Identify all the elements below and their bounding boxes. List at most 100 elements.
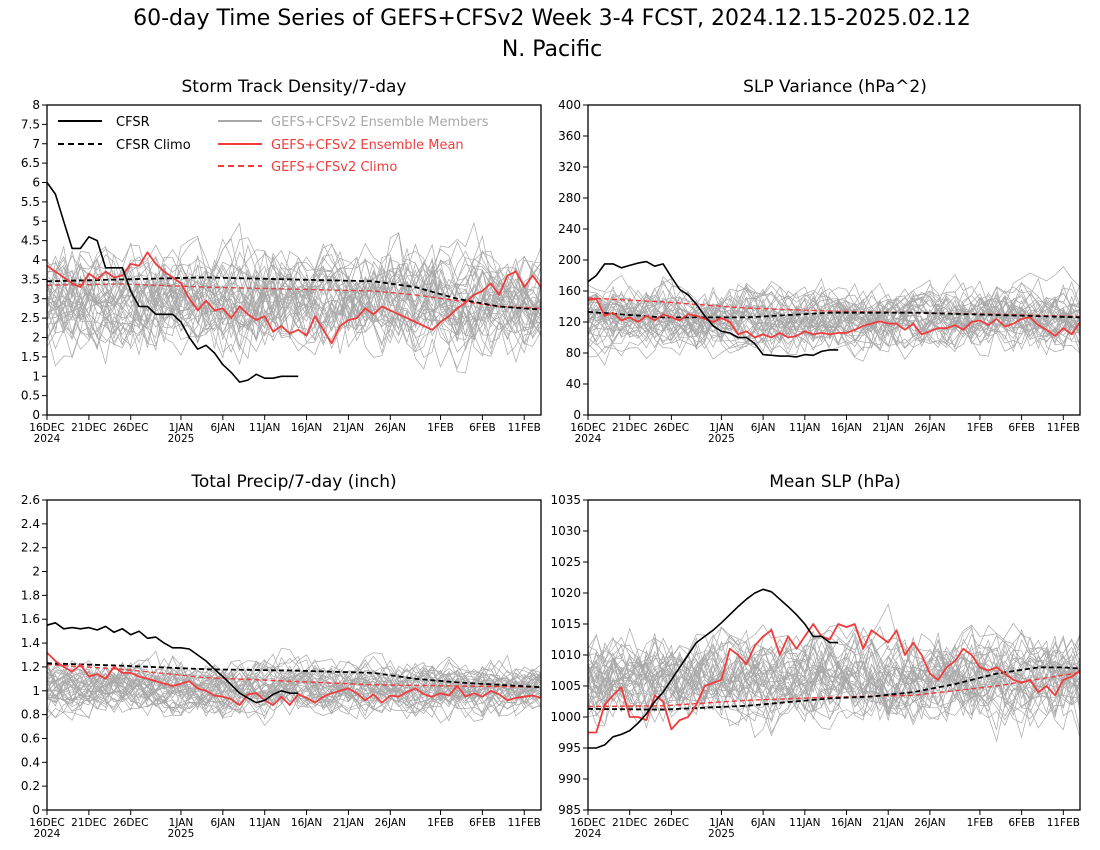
x-tick-label: 21DEC: [612, 422, 647, 434]
ensemble-member-line: [46, 662, 542, 719]
ensemble-member-line: [46, 658, 542, 719]
y-tick-label: 1030: [550, 524, 581, 538]
y-tick-label: 4.5: [21, 234, 40, 248]
ensemble-member-line: [46, 274, 542, 328]
y-tick-label: 0.6: [21, 731, 40, 745]
ensemble-member-line: [46, 267, 542, 350]
series-ens-mean: [587, 297, 1081, 339]
ensemble-member-line: [587, 266, 1081, 353]
ensemble-member-line: [46, 272, 542, 367]
ensemble-member-line: [46, 232, 542, 345]
y-tick-label: 5.5: [21, 195, 40, 209]
ensemble-members: [46, 221, 542, 374]
ensemble-member-line: [587, 288, 1081, 357]
x-tick-label: 21JAN: [873, 422, 904, 434]
y-tick-label: 4: [32, 253, 40, 267]
ensemble-member-line: [587, 291, 1081, 346]
ensemble-member-line: [46, 260, 542, 337]
x-tick-label: 21DEC: [71, 817, 106, 829]
panel-title: Mean SLP (hPa): [769, 472, 901, 492]
x-tick-label: 11JAN: [249, 422, 280, 434]
y-tick-label: 1000: [550, 710, 581, 724]
ensemble-member-line: [587, 636, 1081, 731]
y-tick-label: 1015: [550, 617, 581, 631]
y-tick-label: 0.5: [21, 389, 40, 403]
x-tick-label: 6FEB: [469, 422, 496, 434]
y-tick-label: 120: [558, 315, 581, 329]
y-tick-label: 1005: [550, 679, 581, 693]
ensemble-member-line: [46, 221, 542, 337]
legend-label-cfsr: CFSR: [116, 115, 150, 130]
legend-label-members: GEFS+CFSv2 Ensemble Members: [271, 115, 489, 130]
x-tick-label: 26DEC: [113, 422, 148, 434]
ensemble-member-line: [587, 603, 1081, 719]
y-tick-label: 0.2: [21, 779, 40, 793]
ensemble-member-line: [46, 656, 542, 715]
ensemble-member-line: [46, 254, 542, 347]
series-ens-mean: [46, 251, 542, 345]
x-tick-label: 6JAN: [751, 422, 776, 434]
panel-title: Storm Track Density/7-day: [182, 77, 407, 97]
y-tick-label: 80: [566, 346, 581, 360]
x-tick-label: 16DEC: [570, 422, 605, 434]
ensemble-member-line: [587, 285, 1081, 356]
x-tick-label: 6FEB: [1008, 422, 1035, 434]
legend-label-cfsr-climo: CFSR Climo: [116, 138, 191, 153]
x-tick-label: 16JAN: [291, 817, 322, 829]
y-tick-label: 1.8: [21, 588, 40, 602]
y-tick-label: 2.4: [21, 517, 40, 531]
x-tick-label: 1JAN: [169, 422, 194, 434]
x-tick-label: 16DEC: [29, 422, 64, 434]
y-tick-label: 8: [32, 98, 40, 112]
ensemble-member-line: [46, 658, 542, 708]
x-tick-year-label: 2024: [34, 828, 61, 840]
ensemble-member-line: [587, 286, 1081, 353]
x-tick-label: 1FEB: [967, 422, 994, 434]
x-tick-label: 6FEB: [469, 817, 496, 829]
y-tick-label: 2.2: [21, 541, 40, 555]
ensemble-member-line: [46, 655, 542, 714]
x-tick-label: 11FEB: [1047, 817, 1080, 829]
y-tick-label: 360: [558, 129, 581, 143]
y-tick-label: 0: [32, 408, 40, 422]
x-tick-label: 16DEC: [570, 817, 605, 829]
y-tick-label: 160: [558, 284, 581, 298]
y-tick-label: 7: [32, 137, 40, 151]
ensemble-member-line: [46, 657, 542, 719]
ensemble-member-line: [587, 632, 1081, 724]
ensemble-members: [46, 647, 542, 726]
ensemble-member-line: [587, 634, 1081, 726]
ensemble-member-line: [46, 247, 542, 337]
ensemble-member-line: [587, 286, 1081, 358]
y-tick-label: 240: [558, 222, 581, 236]
x-tick-year-label: 2025: [168, 828, 195, 840]
series-cfsr-climo: [587, 666, 1081, 711]
panel-title: SLP Variance (hPa^2): [743, 77, 927, 97]
y-tick-label: 320: [558, 160, 581, 174]
ensemble-member-line: [46, 256, 542, 365]
legend: CFSR CFSR Climo GEFS+CFSv2 Ensemble Memb…: [58, 115, 489, 175]
ensemble-member-line: [46, 656, 542, 714]
x-tick-label: 6JAN: [751, 817, 776, 829]
y-tick-label: 2: [32, 565, 40, 579]
panel-mean-slp: Mean SLP (hPa) 985 990 995 1000 1005 1010 1015…: [550, 472, 1081, 840]
y-tick-label: 990: [558, 772, 581, 786]
y-tick-label: 0.8: [21, 708, 40, 722]
y-tick-label: 2.6: [21, 493, 40, 507]
series-cfsr: [587, 260, 839, 358]
y-tick-label: 1010: [550, 648, 581, 662]
figure-title: 60-day Time Series of GEFS+CFSv2 Week 3-…: [133, 6, 971, 31]
y-tick-label: 1025: [550, 555, 581, 569]
x-tick-label: 1FEB: [967, 817, 994, 829]
x-tick-label: 21JAN: [333, 817, 364, 829]
x-tick-label: 6JAN: [211, 817, 236, 829]
x-tick-label: 21JAN: [333, 422, 364, 434]
ensemble-member-line: [46, 650, 542, 706]
ensemble-member-line: [587, 633, 1081, 722]
x-tick-label: 21DEC: [71, 422, 106, 434]
ensemble-member-line: [46, 243, 542, 360]
y-tick-label: 0.4: [21, 755, 40, 769]
ensemble-member-line: [46, 251, 542, 358]
ensemble-member-line: [587, 639, 1081, 732]
